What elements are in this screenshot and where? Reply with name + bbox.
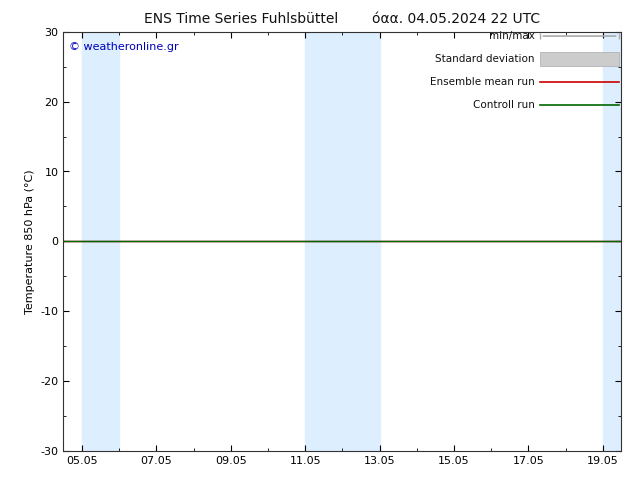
FancyBboxPatch shape (540, 52, 619, 67)
Text: όαα. 04.05.2024 22 UTC: όαα. 04.05.2024 22 UTC (372, 12, 541, 26)
Text: © weatheronline.gr: © weatheronline.gr (69, 42, 179, 52)
Text: Controll run: Controll run (473, 100, 535, 110)
Bar (305, 32, 380, 451)
Text: ENS Time Series Fuhlsbüttel: ENS Time Series Fuhlsbüttel (144, 12, 338, 26)
Text: Ensemble mean run: Ensemble mean run (430, 77, 535, 87)
Bar (82, 32, 119, 451)
Y-axis label: Temperature 850 hPa (°C): Temperature 850 hPa (°C) (25, 169, 35, 314)
Bar (603, 32, 634, 451)
Text: Standard deviation: Standard deviation (436, 54, 535, 64)
Text: min/max: min/max (489, 31, 535, 41)
